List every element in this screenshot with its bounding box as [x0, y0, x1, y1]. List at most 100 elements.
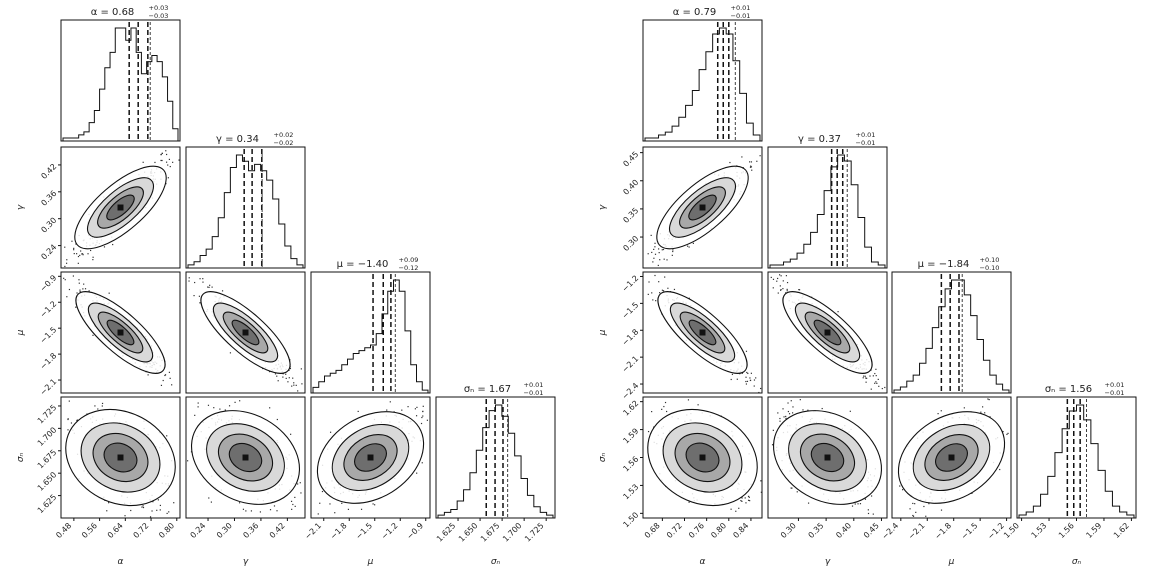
scatter-point [779, 274, 781, 276]
panel-frame [642, 19, 763, 142]
scatter-point [199, 278, 201, 280]
scatter-point [745, 502, 747, 504]
x-tick-label: −1.2 [986, 521, 1006, 541]
scatter-point [802, 409, 804, 411]
scatter-point [654, 246, 656, 248]
scatter-point [300, 368, 302, 370]
scatter-point [75, 306, 77, 308]
y-tick-label: −2.4 [620, 381, 640, 401]
x-tick-label: −0.9 [405, 521, 425, 541]
x-axis-label-left-1: γ [243, 557, 249, 567]
scatter-point [912, 515, 915, 517]
scatter-point [730, 508, 732, 510]
scatter-point [71, 240, 73, 242]
scatter-point [686, 245, 689, 247]
scatter-point [659, 259, 661, 261]
scatter-point [864, 375, 866, 377]
scatter-point [653, 257, 655, 259]
scatter-point [865, 381, 867, 383]
scatter-point [745, 380, 747, 383]
panel-left-2-2: μ = −1.40 +0.09−0.12 [310, 256, 431, 394]
scatter-point [166, 435, 168, 437]
scatter-point [750, 166, 753, 168]
scatter-point [772, 429, 774, 431]
scatter-point [329, 431, 332, 433]
x-tick-label: −1.8 [933, 521, 953, 541]
scatter-point [193, 294, 195, 297]
title-right-1: γ = 0.37 [798, 134, 841, 145]
panel-frame [185, 271, 306, 394]
scatter-point [738, 507, 740, 509]
x-axis-label-right-2: μ [948, 557, 955, 567]
panel-left-2-1 [185, 271, 306, 394]
x-tick-label: 0.56 [80, 521, 99, 540]
scatter-point [168, 158, 171, 160]
scatter-point [83, 283, 85, 285]
scatter-point [160, 153, 162, 156]
scatter-point [416, 472, 418, 474]
scatter-point [357, 410, 359, 413]
title-upper-error: +0.01 [731, 4, 751, 12]
scatter-point [154, 161, 156, 164]
y-tick-label: −2.1 [38, 377, 58, 397]
scatter-point [292, 377, 294, 379]
scatter-point [276, 375, 278, 377]
scatter-point [194, 414, 196, 416]
title-lower-error: −0.12 [399, 264, 419, 272]
scatter-point [663, 405, 665, 408]
scatter-point [161, 152, 163, 155]
scatter-point [747, 499, 750, 501]
scatter-point [914, 503, 916, 505]
scatter-point [746, 380, 749, 382]
histogram-right-1 [769, 154, 886, 268]
scatter-point [389, 401, 391, 403]
scatter-point [157, 499, 159, 501]
scatter-point [142, 505, 144, 507]
panel-left-3-0: 0.48 0.56 0.64 0.72 0.80 α 1.6251.6501.6751.70… [16, 396, 181, 567]
scatter-point [165, 161, 168, 163]
scatter-point [770, 276, 772, 279]
scatter-point [875, 375, 877, 377]
scatter-point [647, 293, 649, 295]
scatter-point [912, 514, 914, 517]
panel-right-2-2: μ = −1.84 +0.10−0.10 [891, 256, 1012, 394]
scatter-point [300, 492, 302, 494]
scatter-point [168, 371, 171, 373]
scatter-point [234, 401, 236, 403]
scatter-point [238, 502, 241, 504]
scatter-point [426, 419, 428, 421]
scatter-point [867, 509, 869, 511]
title-left-1: γ = 0.34 [216, 134, 259, 145]
scatter-point [79, 254, 81, 257]
scatter-point [341, 502, 343, 504]
scatter-point [287, 381, 289, 383]
x-tick-label: 0.76 [687, 521, 706, 540]
histogram-right-0 [644, 27, 761, 141]
scatter-point [106, 510, 108, 512]
scatter-point [68, 288, 71, 291]
scatter-point [731, 373, 734, 376]
x-axis-label-left-0: α [118, 557, 124, 567]
y-tick-label: 1.53 [621, 482, 640, 501]
scatter-point [78, 282, 80, 284]
title-upper-error: +0.03 [149, 4, 169, 12]
scatter-point [81, 253, 83, 255]
panel-right-1-0: 0.30 0.35 0.40 0.45 γ [598, 146, 763, 269]
scatter-point [87, 253, 89, 255]
scatter-point [242, 508, 245, 510]
scatter-point [749, 500, 751, 502]
scatter-point [101, 405, 103, 407]
scatter-point [160, 384, 163, 387]
panel-frame [60, 19, 181, 142]
scatter-point [785, 275, 788, 277]
x-tick-label: −2.1 [907, 521, 927, 541]
scatter-point [159, 504, 161, 507]
scatter-point [92, 259, 94, 261]
scatter-point [798, 289, 801, 291]
scatter-point [321, 490, 324, 493]
scatter-point [269, 509, 272, 511]
y-tick-label: −0.9 [38, 273, 58, 293]
scatter-point [317, 513, 319, 515]
scatter-point [776, 280, 778, 282]
scatter-point [360, 508, 363, 510]
